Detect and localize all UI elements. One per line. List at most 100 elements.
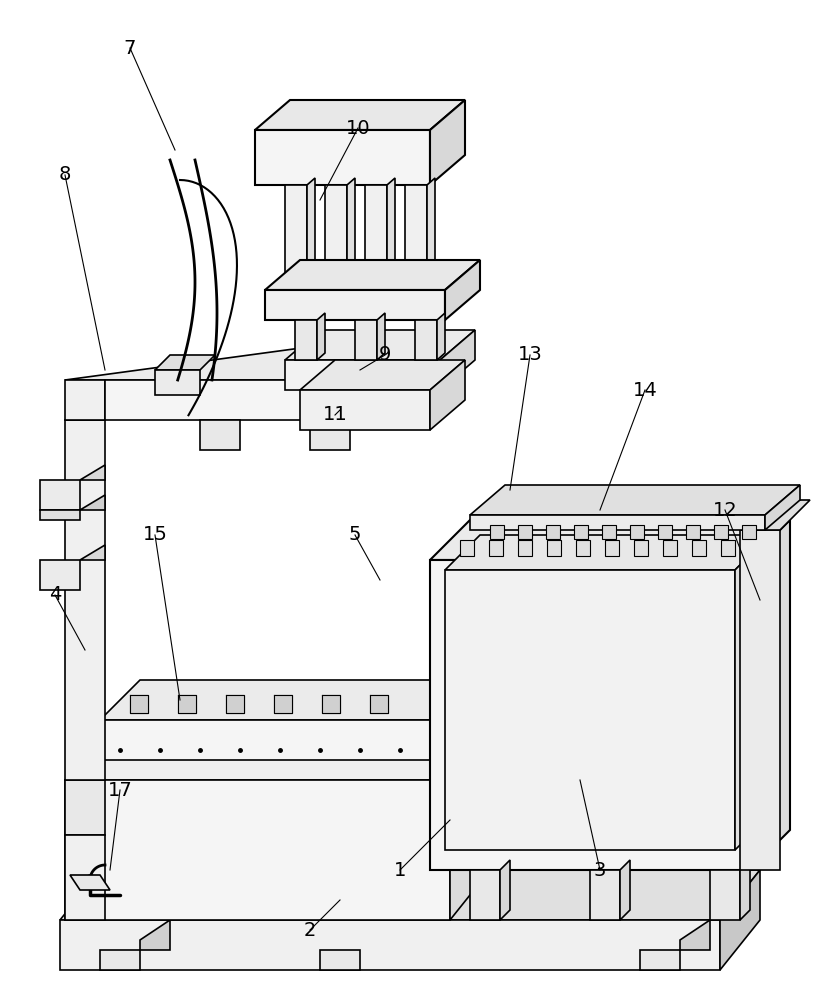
Text: 7: 7 [124,38,136,57]
Text: 1: 1 [393,860,407,880]
Polygon shape [450,735,490,920]
Polygon shape [300,390,430,430]
Polygon shape [714,525,728,539]
Polygon shape [70,875,110,890]
Polygon shape [255,100,465,130]
Polygon shape [500,860,510,920]
Polygon shape [445,260,480,320]
Polygon shape [255,130,430,185]
Polygon shape [750,520,790,870]
Polygon shape [500,680,540,760]
Polygon shape [65,780,105,835]
Polygon shape [65,380,145,420]
Text: 15: 15 [142,526,168,544]
Polygon shape [692,540,706,556]
Text: 10: 10 [346,118,371,137]
Polygon shape [105,380,400,420]
Polygon shape [735,535,770,850]
Polygon shape [602,525,616,539]
Polygon shape [377,313,385,360]
Polygon shape [387,178,395,290]
Polygon shape [460,540,474,556]
Polygon shape [427,178,435,290]
Polygon shape [155,355,215,370]
Polygon shape [300,360,465,390]
Polygon shape [320,950,360,970]
Polygon shape [765,485,800,530]
Polygon shape [430,560,750,870]
Polygon shape [65,780,450,920]
Polygon shape [576,540,590,556]
Polygon shape [355,320,377,360]
Polygon shape [574,525,588,539]
Polygon shape [605,540,619,556]
Polygon shape [440,330,475,390]
Polygon shape [65,735,490,780]
Polygon shape [65,420,105,780]
Polygon shape [40,560,80,590]
Polygon shape [60,920,720,970]
Polygon shape [40,510,80,520]
Polygon shape [720,870,760,970]
Polygon shape [658,525,672,539]
Text: 13: 13 [518,346,542,364]
Polygon shape [445,535,770,570]
Polygon shape [80,465,105,480]
Polygon shape [430,520,790,560]
Polygon shape [721,540,735,556]
Polygon shape [65,835,105,920]
Text: 14: 14 [632,380,658,399]
Text: 9: 9 [379,346,391,364]
Polygon shape [178,695,196,713]
Polygon shape [470,515,765,530]
Polygon shape [155,370,200,395]
Polygon shape [65,380,105,420]
Polygon shape [547,540,561,556]
Polygon shape [710,870,740,920]
Polygon shape [740,500,810,530]
Polygon shape [80,495,105,510]
Polygon shape [40,480,80,510]
Polygon shape [274,695,292,713]
Polygon shape [265,260,480,290]
Polygon shape [325,185,347,290]
Polygon shape [200,420,240,450]
Polygon shape [634,540,648,556]
Polygon shape [285,330,475,360]
Text: 5: 5 [348,526,362,544]
Polygon shape [470,485,800,515]
Polygon shape [590,870,620,920]
Text: 11: 11 [322,406,348,424]
Text: 2: 2 [303,920,317,940]
Polygon shape [680,920,710,950]
Polygon shape [430,360,465,430]
Polygon shape [405,185,427,290]
Polygon shape [265,290,445,320]
Polygon shape [370,695,388,713]
Polygon shape [100,950,140,970]
Polygon shape [518,540,532,556]
Polygon shape [640,950,680,970]
Polygon shape [470,870,500,920]
Polygon shape [630,525,644,539]
Polygon shape [317,313,325,360]
Polygon shape [100,680,540,720]
Polygon shape [322,695,340,713]
Polygon shape [740,860,750,920]
Text: 4: 4 [49,585,61,604]
Polygon shape [518,525,532,539]
Text: 17: 17 [108,780,133,800]
Polygon shape [130,695,148,713]
Text: 8: 8 [59,165,71,184]
Polygon shape [620,860,630,920]
Polygon shape [437,313,445,360]
Polygon shape [285,360,440,390]
Polygon shape [686,525,700,539]
Polygon shape [740,530,780,870]
Polygon shape [295,320,317,360]
Polygon shape [415,320,437,360]
Polygon shape [307,178,315,290]
Text: 3: 3 [594,860,606,880]
Polygon shape [489,540,503,556]
Polygon shape [310,420,350,450]
